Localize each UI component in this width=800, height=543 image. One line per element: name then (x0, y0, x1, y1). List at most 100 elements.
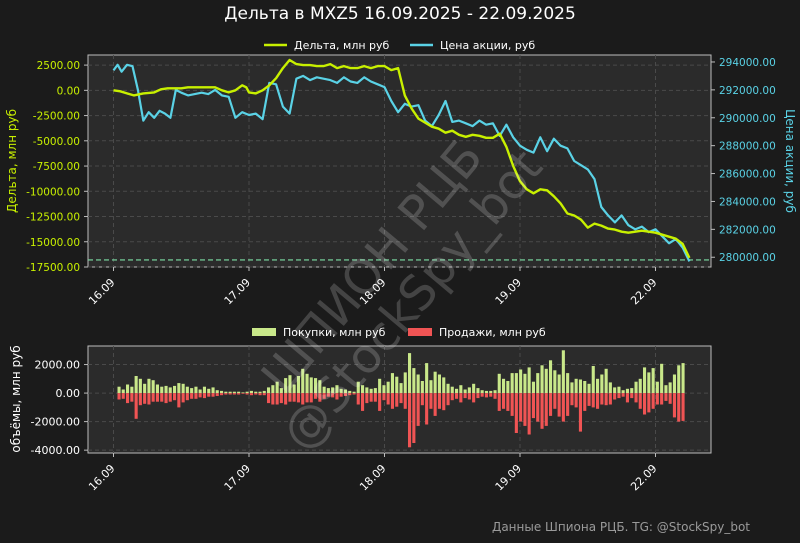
sell-bar (604, 393, 608, 406)
buy-bar (630, 388, 634, 394)
top-ytick-right-label: 294000.00 (719, 57, 776, 69)
buy-bar (288, 375, 292, 393)
buy-bar (574, 378, 578, 394)
legend-price-label: Цена акции, руб (440, 39, 535, 52)
buy-bar (254, 391, 258, 394)
buy-bar (395, 376, 399, 394)
buy-bar (382, 385, 386, 393)
sell-bar (484, 393, 488, 398)
top-ytick-right-label: 292000.00 (719, 85, 776, 97)
buy-bar (271, 385, 275, 393)
sell-bar (493, 393, 497, 399)
sell-bar (224, 393, 228, 395)
buy-bar (232, 391, 236, 394)
buy-bar (425, 363, 429, 394)
sell-bar (254, 393, 258, 395)
sell-bar (412, 393, 416, 443)
bottom-xtick-label: 22.09 (628, 462, 659, 493)
sell-bar (527, 393, 531, 435)
sell-bar (138, 393, 142, 406)
bottom-xtick-label: 18.09 (357, 462, 388, 493)
sell-bar (352, 393, 356, 395)
buy-bar (664, 385, 668, 393)
top-xtick-label: 19.09 (493, 276, 524, 307)
sell-bar (382, 393, 386, 401)
buy-bar (228, 391, 232, 394)
buy-bar (514, 373, 518, 394)
buy-bar (510, 373, 514, 394)
top-ytick-label: 2500.00 (37, 60, 80, 72)
buy-bar (459, 385, 463, 393)
sell-bar (677, 393, 681, 422)
buy-bar (416, 374, 420, 393)
buy-bar (587, 383, 591, 394)
buy-bar (681, 363, 685, 394)
sell-bar (202, 393, 206, 399)
sell-bar (215, 393, 219, 396)
sell-bar (147, 393, 151, 405)
buy-bar (318, 380, 322, 393)
buy-bar (617, 386, 621, 394)
sell-bar (194, 393, 198, 399)
sell-bar (296, 393, 300, 403)
top-ytick-label: -15000.00 (26, 237, 80, 249)
sell-bar (331, 393, 335, 398)
bottom-ytick-label: 0.00 (56, 387, 81, 400)
top-ytick-right-label: 280000.00 (719, 252, 776, 264)
sell-bar (446, 393, 450, 406)
sell-bar (463, 393, 467, 399)
bottom-y-axis-label: объёмы, млн руб (9, 345, 23, 452)
buy-bar (527, 367, 531, 394)
buy-bar (326, 388, 330, 394)
sell-bar (634, 393, 638, 403)
top-ytick-label: -17500.00 (26, 262, 80, 274)
sell-bar (245, 393, 249, 395)
price-series-line (112, 63, 691, 262)
buy-bar (561, 350, 565, 394)
top-ytick-label: -7500.00 (33, 161, 80, 173)
buy-bar (369, 388, 373, 394)
bottom-xtick-label: 16.09 (86, 462, 117, 493)
buy-bar (314, 378, 318, 394)
sell-bar (497, 393, 501, 411)
buy-bar (489, 390, 493, 393)
buy-bar (596, 378, 600, 394)
buy-bar (181, 383, 185, 394)
buy-bar (211, 387, 215, 394)
sell-bar (373, 393, 377, 402)
buy-bar (655, 381, 659, 394)
sell-bar (587, 393, 591, 406)
buy-bar (566, 373, 570, 394)
sell-bar (425, 393, 429, 425)
top-legend: Дельта, млн руб Цена акции, руб (264, 39, 535, 52)
buy-bar (309, 377, 313, 394)
buy-bar (519, 369, 523, 393)
buy-bar (202, 386, 206, 394)
buy-bar (177, 383, 181, 394)
sell-bar (664, 393, 668, 401)
buy-bar (130, 386, 134, 394)
buy-bar (378, 378, 382, 394)
sell-bar (608, 393, 612, 405)
buy-bar (126, 384, 130, 394)
buy-bar (249, 390, 253, 393)
sell-bar (596, 393, 600, 409)
buy-bar (472, 383, 476, 394)
buy-bar (194, 386, 198, 394)
buy-bar (660, 363, 664, 393)
buy-bar (549, 360, 553, 394)
sell-bar (249, 393, 253, 396)
buy-bar (638, 378, 642, 394)
top-y-axis-label: Дельта, млн руб (5, 109, 19, 213)
buy-bar (292, 384, 296, 394)
buy-bar (258, 391, 262, 394)
legend-sells-swatch (408, 328, 432, 336)
sell-bar (433, 393, 437, 416)
sell-bar (583, 393, 587, 411)
bottom-ytick-label: 2000.00 (35, 359, 81, 372)
sell-bar (647, 393, 651, 413)
buy-bar (121, 389, 125, 394)
buy-bar (467, 387, 471, 394)
bottom-xtick-label: 19.09 (493, 462, 524, 493)
